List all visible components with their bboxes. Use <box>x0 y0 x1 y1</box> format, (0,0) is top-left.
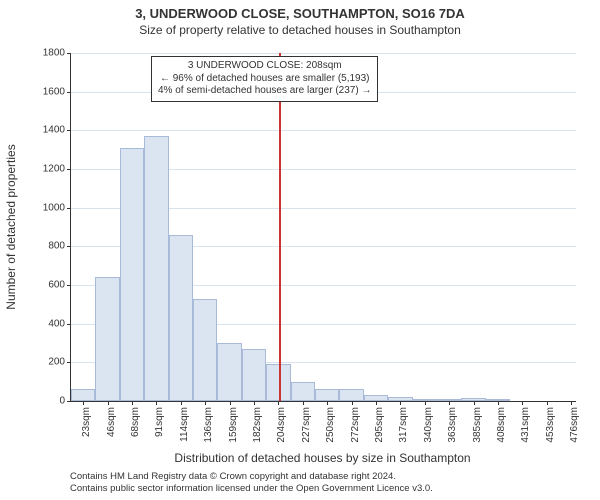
xtick-label: 182sqm <box>252 371 263 407</box>
xtick-label: 476sqm <box>569 371 580 407</box>
ytick-label: 400 <box>48 318 65 329</box>
xtick-label: 46sqm <box>106 377 117 407</box>
marker-line <box>279 53 281 401</box>
ytick-label: 1200 <box>43 164 65 175</box>
chart-subtitle: Size of property relative to detached ho… <box>0 23 600 37</box>
ytick-mark <box>67 285 71 286</box>
xtick-label: 385sqm <box>472 371 483 407</box>
ytick-label: 800 <box>48 241 65 252</box>
gridline <box>71 53 576 54</box>
ytick-mark <box>67 130 71 131</box>
xtick-label: 340sqm <box>423 371 434 407</box>
xtick-label: 431sqm <box>520 371 531 407</box>
xtick-label: 272sqm <box>350 371 361 407</box>
xtick-label: 227sqm <box>301 371 312 407</box>
xtick-label: 91sqm <box>154 377 165 407</box>
ytick-label: 0 <box>59 396 65 407</box>
ytick-mark <box>67 53 71 54</box>
xtick-label: 204sqm <box>276 371 287 407</box>
xtick-label: 363sqm <box>447 371 458 407</box>
xtick-label: 250sqm <box>325 371 336 407</box>
credits-line-2: Contains public sector information licen… <box>70 483 433 495</box>
xtick-label: 317sqm <box>398 371 409 407</box>
xtick-label: 295sqm <box>374 371 385 407</box>
annotation-line-2: ← 96% of detached houses are smaller (5,… <box>158 73 371 86</box>
xtick-label: 23sqm <box>81 377 92 407</box>
ytick-mark <box>67 208 71 209</box>
ytick-mark <box>67 169 71 170</box>
bar <box>144 136 168 401</box>
credits-line-1: Contains HM Land Registry data © Crown c… <box>70 471 433 483</box>
bar <box>120 148 144 401</box>
ytick-label: 1400 <box>43 125 65 136</box>
ytick-label: 1000 <box>43 202 65 213</box>
ytick-label: 200 <box>48 357 65 368</box>
annotation-box: 3 UNDERWOOD CLOSE: 208sqm ← 96% of detac… <box>151 56 378 102</box>
y-axis-label: Number of detached properties <box>4 144 18 309</box>
plot-area: 02004006008001000120014001600180023sqm46… <box>70 53 576 402</box>
xtick-label: 159sqm <box>228 371 239 407</box>
credits: Contains HM Land Registry data © Crown c… <box>70 471 433 495</box>
xtick-label: 453sqm <box>545 371 556 407</box>
xtick-label: 136sqm <box>203 371 214 407</box>
x-axis-label: Distribution of detached houses by size … <box>70 451 575 465</box>
ytick-label: 1800 <box>43 48 65 59</box>
chart-container: { "title": "3, UNDERWOOD CLOSE, SOUTHAMP… <box>0 6 600 500</box>
ytick-mark <box>67 246 71 247</box>
gridline <box>71 130 576 131</box>
ytick-mark <box>67 362 71 363</box>
xtick-label: 68sqm <box>130 377 141 407</box>
ytick-label: 1600 <box>43 86 65 97</box>
ytick-mark <box>67 324 71 325</box>
xtick-label: 114sqm <box>179 372 190 407</box>
ytick-mark <box>67 92 71 93</box>
annotation-line-3: 4% of semi-detached houses are larger (2… <box>158 85 371 98</box>
ytick-label: 600 <box>48 280 65 291</box>
xtick-label: 408sqm <box>496 371 507 407</box>
ytick-mark <box>67 401 71 402</box>
chart-title: 3, UNDERWOOD CLOSE, SOUTHAMPTON, SO16 7D… <box>0 6 600 21</box>
annotation-line-1: 3 UNDERWOOD CLOSE: 208sqm <box>158 60 371 73</box>
